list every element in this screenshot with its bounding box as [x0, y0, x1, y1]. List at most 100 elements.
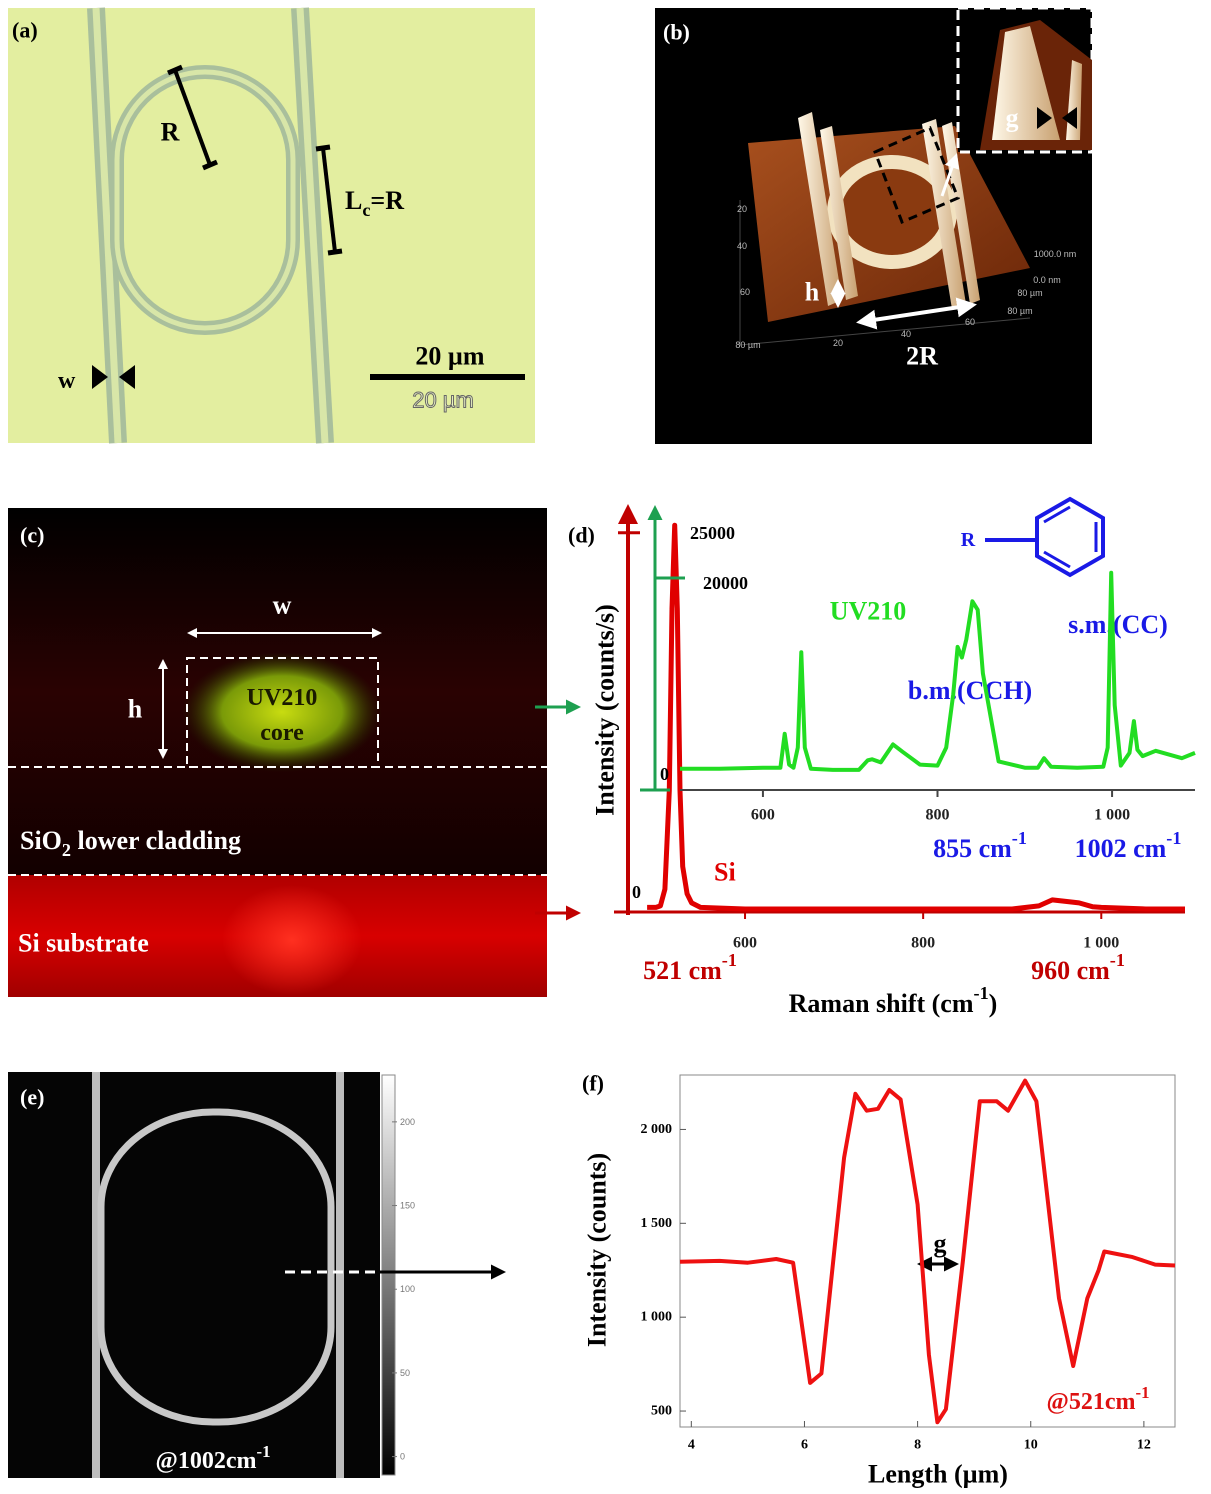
text-part: b.m.(CCH) [908, 676, 1032, 705]
text-part: @521cm [1047, 1389, 1136, 1415]
text-part: -1 [256, 1442, 270, 1461]
text-part: L [345, 186, 362, 215]
layer-label: Si substrate [18, 929, 149, 958]
x-tick-label: 4 [688, 1438, 695, 1453]
panel-label: (c) [20, 523, 44, 548]
text-part: ) [989, 989, 998, 1018]
series-line [680, 570, 1196, 772]
scale-label: 20 µm [415, 342, 484, 371]
afm-axis-label: 0.0 nm [1033, 275, 1061, 285]
text-part: c [362, 200, 370, 220]
x-tick-label: 800 [911, 935, 935, 952]
text-part: 521 cm [643, 956, 722, 985]
annotation: R [961, 529, 976, 551]
x-tick-label: 8 [914, 1438, 921, 1453]
annotation: h [805, 278, 820, 307]
text-part: 1002 cm [1075, 834, 1167, 863]
annotation: 2R [906, 342, 938, 371]
annotation: w [273, 591, 292, 620]
y-tick-label: 1 500 [641, 1216, 673, 1231]
text-part: lower cladding [71, 826, 241, 855]
panel-f-static [679, 1074, 1176, 1428]
text-part: R [961, 529, 976, 551]
annotation: 521 cm-1 [643, 950, 737, 985]
panel-a [8, 7, 535, 444]
panel-label: (a) [12, 18, 38, 43]
colorbar-tick-label: 150 [400, 1201, 415, 1211]
annotation: 1002 cm-1 [1075, 828, 1182, 863]
annotation: @521cm-1 [1047, 1383, 1150, 1415]
scale-label: 20 µm [412, 388, 474, 413]
panel-d-static [618, 496, 1105, 915]
core-label: UV210 [247, 685, 318, 711]
afm-axis-label: 40 [737, 241, 747, 251]
text-part: s.m.(CC) [1068, 610, 1168, 639]
y-tick-label: 25000 [690, 523, 735, 543]
core-label: core [260, 720, 304, 746]
annotation: s.m.(CC) [1068, 610, 1168, 639]
text-part: -1 [722, 950, 737, 970]
y-axis-title: Intensity (counts) [583, 1153, 612, 1347]
panel-label: (b) [663, 20, 690, 45]
text-part: 2 [62, 840, 71, 860]
series-name: Si [714, 858, 736, 887]
x-tick-label: 6 [801, 1438, 808, 1453]
series-line [679, 1078, 1176, 1425]
x-axis-title: Length (µm) [868, 1460, 1008, 1489]
afm-axis-label: 60 [740, 287, 750, 297]
y-tick-label: 0 [632, 882, 641, 902]
annotation: w [58, 368, 76, 394]
y-tick-label: 500 [651, 1404, 672, 1419]
afm-axis-label: 20 [833, 338, 843, 348]
colorbar-tick-label: 50 [400, 1368, 410, 1378]
text-part: -1 [1012, 828, 1027, 848]
x-tick-label: 12 [1137, 1438, 1151, 1453]
y-axis-title: Intensity (counts/s) [591, 604, 620, 816]
colorbar-tick-label: 200 [400, 1117, 415, 1127]
annotation: 960 cm-1 [1031, 950, 1125, 985]
annotation: 855 cm-1 [933, 828, 1027, 863]
colorbar-tick-label: 0 [400, 1452, 405, 1462]
panel-label: (f) [582, 1071, 604, 1096]
panel-e [8, 1072, 506, 1478]
annotation: R [161, 118, 180, 147]
annotation: @1002cm-1 [156, 1442, 271, 1474]
text-part: Raman shift (cm [789, 989, 974, 1018]
afm-axis-label: 80 µm [1017, 288, 1042, 298]
text-part: -1 [1135, 1383, 1149, 1402]
panel-label: (e) [20, 1085, 44, 1110]
text-part: -1 [1166, 828, 1181, 848]
text-part: @1002cm [156, 1448, 257, 1474]
afm-axis-label: 60 [965, 317, 975, 327]
x-tick-label: 600 [751, 807, 775, 824]
series-name: UV210 [830, 597, 907, 626]
x-tick-label: 10 [1024, 1438, 1038, 1453]
annotation: h [128, 695, 143, 724]
panel-b [655, 6, 1094, 444]
text-part: SiO [20, 826, 62, 855]
panel-label: (d) [568, 523, 595, 548]
text-part: 855 cm [933, 834, 1012, 863]
text-part: -1 [974, 983, 989, 1003]
afm-axis-label: 40 [901, 329, 911, 339]
text-part: =R [370, 186, 404, 215]
x-tick-label: 1 000 [1083, 935, 1119, 952]
annotation: g [1006, 104, 1019, 133]
text-part: 960 cm [1031, 956, 1110, 985]
layer-label: SiO2 lower cladding [20, 826, 241, 861]
afm-axis-label: 20 [737, 204, 747, 214]
text-part: -1 [1110, 950, 1125, 970]
x-tick-label: 1 000 [1094, 807, 1130, 824]
afm-axis-label: 1000.0 nm [1034, 249, 1077, 259]
afm-axis-label: 80 µm [1007, 306, 1032, 316]
text-part: g [934, 1229, 947, 1258]
y-tick-label: 1 000 [641, 1310, 673, 1325]
x-axis-title: Raman shift (cm-1) [789, 983, 998, 1018]
colorbar-tick-label: 100 [400, 1284, 415, 1294]
annotation: Lc=R [345, 186, 404, 221]
panel-c [8, 508, 581, 997]
x-tick-label: 800 [926, 807, 950, 824]
annotation: b.m.(CCH) [908, 676, 1032, 705]
